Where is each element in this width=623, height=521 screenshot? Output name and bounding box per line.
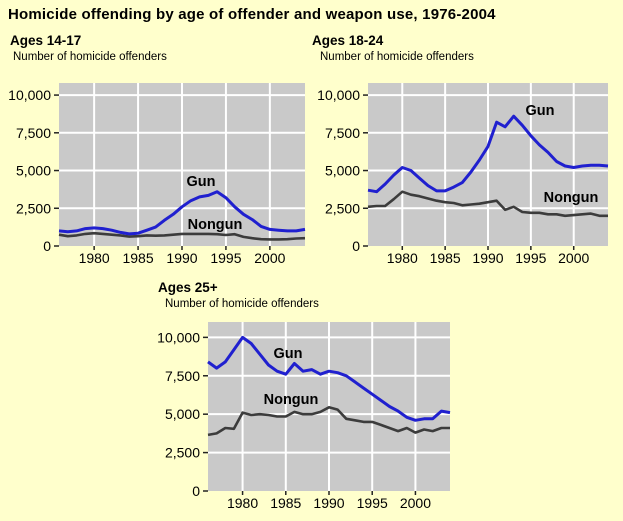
x-tick-label: 1980 bbox=[227, 495, 258, 511]
y-tick-label: 7,500 bbox=[325, 125, 360, 141]
chart-svg-0: 1980 1985 1990 1995 2000 0 2,500 5,000 7,500 10,0… bbox=[8, 83, 306, 266]
x-tick-label: 1990 bbox=[166, 250, 197, 266]
x-tick-label: 2000 bbox=[558, 250, 589, 266]
y-tick-label: 10,000 bbox=[8, 87, 51, 103]
y-tick-label: 7,500 bbox=[165, 368, 200, 384]
y-tick-label: 5,000 bbox=[16, 163, 51, 179]
x-tick-label: 1995 bbox=[515, 250, 546, 266]
y-tick-label: 5,000 bbox=[325, 163, 360, 179]
y-tick-label: 10,000 bbox=[157, 329, 200, 345]
x-tick-label: 1980 bbox=[387, 250, 418, 266]
y-tick-label: 0 bbox=[43, 238, 51, 254]
nongun-line bbox=[58, 231, 306, 241]
x-tick-label: 1985 bbox=[430, 250, 461, 266]
chart-svg-1: 1980 1985 1990 1995 2000 0 2,500 5,000 7,500 10,0… bbox=[317, 83, 609, 266]
panel-title-ages-25-plus: Ages 25+ bbox=[158, 280, 218, 295]
panel-ylabel-ages-14-17: Number of homicide offenders bbox=[13, 51, 167, 63]
x-tick-label: 1980 bbox=[79, 250, 110, 266]
nongun-series-label: Nongun bbox=[188, 217, 243, 233]
gun-line bbox=[367, 114, 609, 194]
nongun-series-label: Nongun bbox=[264, 392, 319, 408]
panel-ylabel-ages-18-24: Number of homicide offenders bbox=[320, 51, 474, 63]
x-tick-label: 1990 bbox=[472, 250, 503, 266]
y-tick-label: 0 bbox=[352, 238, 360, 254]
chart-svg-2: 1980 1985 1990 1995 2000 0 2,500 5,000 7,500 10,0… bbox=[157, 322, 451, 511]
gun-series-label: Gun bbox=[526, 103, 555, 119]
nongun-series-label: Nongun bbox=[544, 190, 599, 206]
x-tick-label: 2000 bbox=[254, 250, 285, 266]
y-tick-label: 2,500 bbox=[16, 200, 51, 216]
x-tick-label: 1985 bbox=[270, 495, 301, 511]
y-tick-label: 7,500 bbox=[16, 125, 51, 141]
y-tick-label: 2,500 bbox=[325, 200, 360, 216]
gun-series-label: Gun bbox=[187, 174, 216, 190]
x-tick-label: 1995 bbox=[357, 495, 388, 511]
panel-ylabel-ages-25-plus: Number of homicide offenders bbox=[165, 298, 319, 310]
nongun-line bbox=[207, 406, 450, 437]
y-tick-label: 0 bbox=[192, 483, 200, 499]
x-tick-label: 1985 bbox=[122, 250, 153, 266]
gun-line bbox=[58, 190, 306, 236]
x-tick-label: 2000 bbox=[400, 495, 431, 511]
x-tick-label: 1995 bbox=[210, 250, 241, 266]
panel-title-ages-18-24: Ages 18-24 bbox=[312, 33, 384, 48]
y-tick-label: 10,000 bbox=[317, 87, 360, 103]
panel-title-ages-14-17: Ages 14-17 bbox=[10, 33, 82, 48]
y-tick-label: 2,500 bbox=[165, 445, 200, 461]
gun-series-label: Gun bbox=[274, 346, 303, 362]
x-tick-label: 1990 bbox=[313, 495, 344, 511]
gun-line bbox=[207, 335, 451, 422]
y-tick-label: 5,000 bbox=[165, 406, 200, 422]
nongun-line bbox=[367, 190, 608, 218]
page-title: Homicide offending by age of offender an… bbox=[8, 6, 496, 23]
